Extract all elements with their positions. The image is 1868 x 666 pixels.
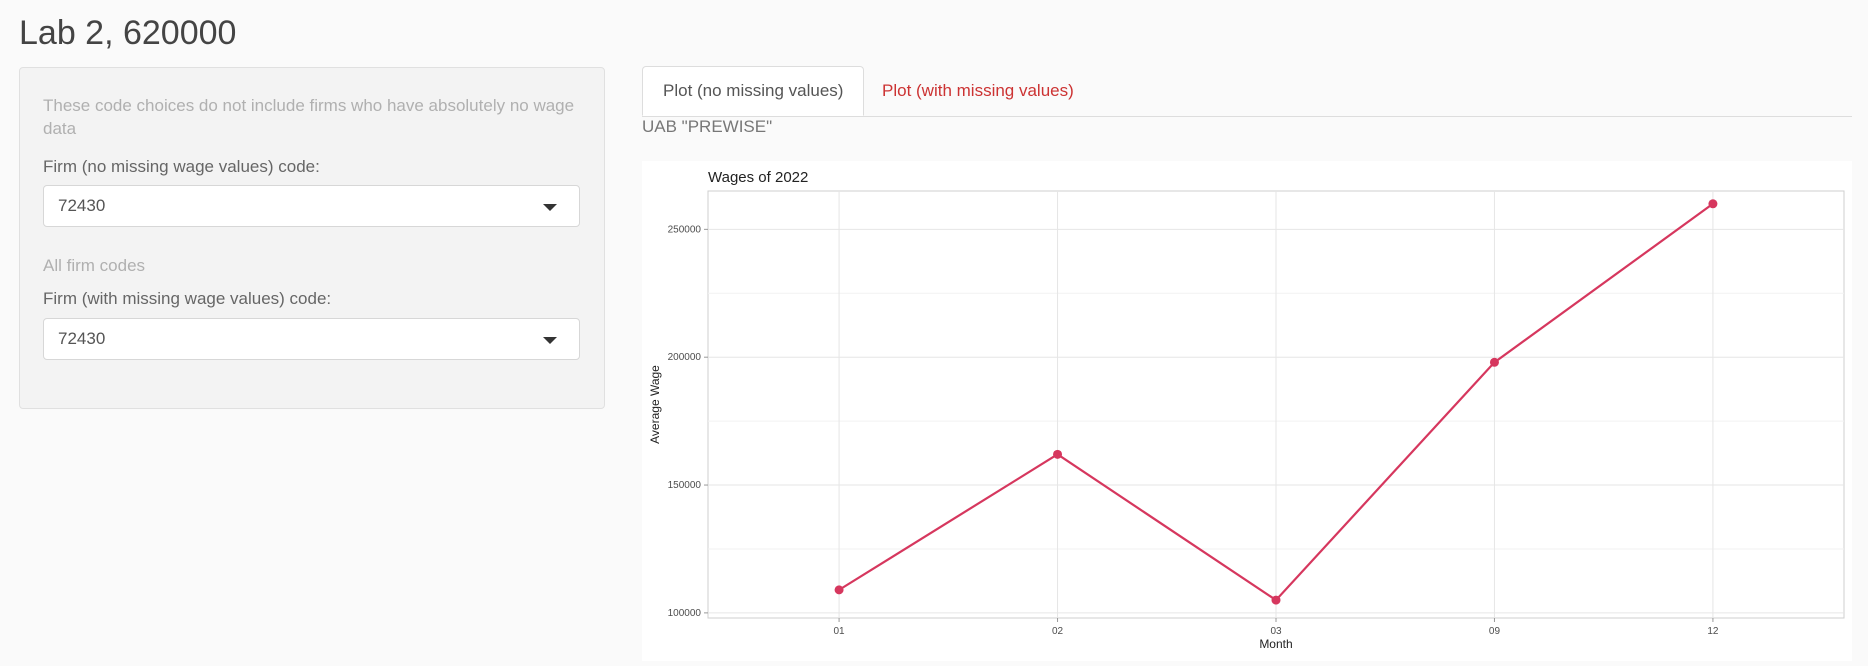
firm-no-missing-select[interactable]: 72430 xyxy=(43,185,580,227)
x-axis-label: Month xyxy=(1259,637,1292,651)
data-point xyxy=(1489,357,1499,367)
tab-plot-with-missing[interactable]: Plot (with missing values) xyxy=(882,81,1074,100)
data-point xyxy=(834,585,844,595)
firm-name: UAB "PREWISE" xyxy=(642,117,773,136)
sidebar-panel: These code choices do not include firms … xyxy=(19,67,605,409)
wage-line-chart: 100000 150000 200000 250000 01 02 03 09 12 Wages … xyxy=(648,169,1845,651)
y-tick-label: 200000 xyxy=(668,352,702,363)
plot-area: 100000 150000 200000 250000 01 02 03 09 12 Wages … xyxy=(642,161,1852,661)
data-point xyxy=(1271,595,1281,605)
chevron-down-icon xyxy=(543,204,557,211)
firm-with-missing-value: 72430 xyxy=(58,329,106,348)
y-tick-label: 150000 xyxy=(668,480,702,491)
chart-title: Wages of 2022 xyxy=(708,169,808,186)
help-text-no-missing: These code choices do not include firms … xyxy=(43,96,575,138)
firm-with-missing-select[interactable]: 72430 xyxy=(43,318,580,360)
firm-with-missing-label: Firm (with missing wage values) code: xyxy=(43,289,332,308)
page-title: Lab 2, 620000 xyxy=(19,14,237,52)
data-point xyxy=(1708,199,1718,209)
x-tick-label: 01 xyxy=(834,626,846,637)
help-text-all-firms: All firm codes xyxy=(43,256,146,275)
tab-bar: Plot (no missing values) Plot (with miss… xyxy=(642,66,1852,117)
tab-plot-no-missing[interactable]: Plot (no missing values) xyxy=(642,66,865,116)
x-tick-label: 12 xyxy=(1707,626,1719,637)
chevron-down-icon xyxy=(543,337,557,344)
y-tick-label: 100000 xyxy=(668,608,702,619)
x-tick-label: 03 xyxy=(1270,626,1282,637)
x-tick-label: 02 xyxy=(1052,626,1064,637)
data-point xyxy=(1053,449,1063,459)
firm-no-missing-label: Firm (no missing wage values) code: xyxy=(43,157,320,176)
y-tick-label: 250000 xyxy=(668,224,702,235)
firm-no-missing-value: 72430 xyxy=(58,196,106,215)
y-axis-label: Average Wage xyxy=(648,365,662,444)
x-tick-label: 09 xyxy=(1489,626,1501,637)
